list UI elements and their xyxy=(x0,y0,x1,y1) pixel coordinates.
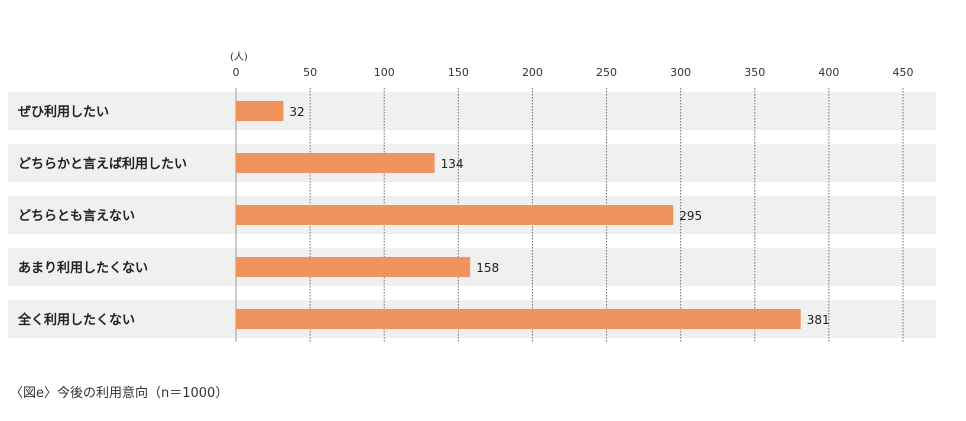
x-axis-ticks: 0 50 100 150 200 250 300 350 400 450 xyxy=(233,66,914,79)
category-label: 全く利用したくない xyxy=(17,312,135,328)
row-band xyxy=(8,248,936,286)
bar xyxy=(236,101,284,121)
bar xyxy=(236,309,801,329)
bar-chart: (人) 0 50 100 150 200 250 300 350 400 450 ぜひ利用したいど… xyxy=(8,51,936,342)
category-label: どちらとも言えない xyxy=(18,208,135,224)
x-tick-label: 350 xyxy=(744,66,765,79)
value-label: 134 xyxy=(441,157,464,171)
x-tick-label: 150 xyxy=(448,66,469,79)
x-tick-label: 450 xyxy=(893,66,914,79)
x-tick-label: 300 xyxy=(670,66,691,79)
value-label: 295 xyxy=(679,209,702,223)
value-label: 32 xyxy=(289,105,304,119)
figure-caption: 〈図e〉今後の利用意向（n＝1000） xyxy=(10,386,229,401)
bar xyxy=(236,257,471,277)
value-label: 381 xyxy=(807,313,830,327)
category-label: あまり利用したくない xyxy=(18,260,148,276)
x-tick-label: 250 xyxy=(596,66,617,79)
row-band xyxy=(8,92,936,130)
value-labels: 32 134 295 158 381 xyxy=(289,105,829,327)
x-tick-label: 100 xyxy=(374,66,395,79)
x-tick-label: 50 xyxy=(303,66,317,79)
bars xyxy=(236,101,801,329)
value-label: 158 xyxy=(476,261,499,275)
row-band xyxy=(8,144,936,182)
x-tick-label: 200 xyxy=(522,66,543,79)
category-label: ぜひ利用したい xyxy=(18,104,109,120)
x-tick-label: 0 xyxy=(233,66,240,79)
category-label: どちらかと言えば利用したい xyxy=(18,156,187,172)
x-tick-label: 400 xyxy=(818,66,839,79)
bar xyxy=(236,153,435,173)
category-labels: ぜひ利用したいどちらかと言えば利用したいどちらとも言えないあまり利用したくない全… xyxy=(17,104,187,328)
bar xyxy=(236,205,674,225)
x-axis-unit-label: (人) xyxy=(230,51,248,63)
